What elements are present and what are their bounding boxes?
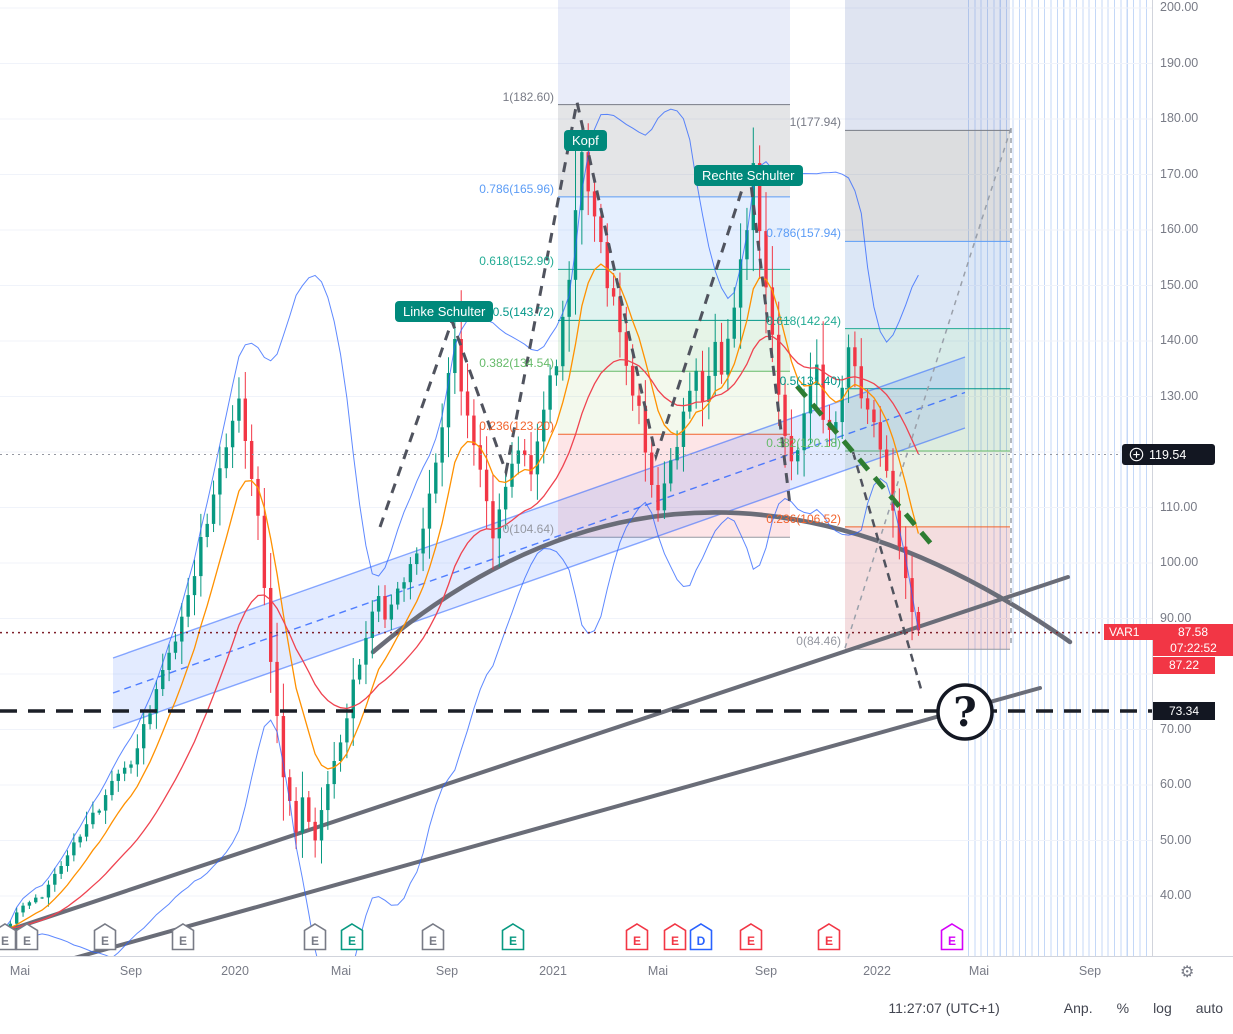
svg-text:E: E xyxy=(509,934,517,948)
time-tick-label: 2021 xyxy=(539,964,567,978)
time-tick-label: 2022 xyxy=(863,964,891,978)
svg-text:D: D xyxy=(697,934,706,948)
moving-averages xyxy=(3,263,920,930)
log-scale-toggle[interactable]: log xyxy=(1153,1000,1172,1016)
svg-text:E: E xyxy=(348,934,356,948)
svg-text:E: E xyxy=(948,934,956,948)
fib-level-label: 0.236(106.52) xyxy=(766,511,841,526)
price-tick-label: 150.00 xyxy=(1160,277,1199,292)
pattern-label-rechte-schulter[interactable]: Rechte Schulter xyxy=(694,165,803,186)
fib-level-label: 0.618(142.24) xyxy=(766,313,841,328)
fib-level-label: 0.786(165.96) xyxy=(479,181,554,196)
countdown-timer: 07:22:52 xyxy=(1153,640,1233,656)
price-tick-label: 90.00 xyxy=(1160,610,1192,625)
svg-text:?: ? xyxy=(953,689,976,736)
svg-text:E: E xyxy=(429,934,437,948)
time-axis[interactable]: Mai Sep 2020 Mai Sep 2021 Mai Sep 2022 Mai Sep ⚙ xyxy=(0,956,1233,987)
svg-text:E: E xyxy=(179,934,187,948)
svg-text:E: E xyxy=(747,934,755,948)
indicator-price-badge: VAR1 87.58 07:22:52 87.22 xyxy=(1104,624,1233,674)
price-tick-label: 60.00 xyxy=(1160,777,1192,791)
add-alert-plus-icon[interactable] xyxy=(1129,447,1144,462)
time-tick-label: Mai xyxy=(9,964,31,978)
trend-lines[interactable] xyxy=(0,510,1073,956)
price-tick-label: 170.00 xyxy=(1160,166,1199,181)
settings-gear-icon[interactable]: ⚙ xyxy=(1180,964,1195,981)
time-tick-label: Sep xyxy=(754,964,778,978)
fib-level-label: 0.5(131.40) xyxy=(779,373,841,388)
price-chart-svg: ?E E E E E E E E E E D E E E xyxy=(0,0,1152,956)
crosshair-price-badge: 119.54 xyxy=(1122,444,1215,465)
svg-text:E: E xyxy=(311,934,319,948)
adjust-toggle[interactable]: Anp. xyxy=(1063,1000,1093,1016)
time-tick-label: Mai xyxy=(330,964,352,978)
chart-canvas[interactable]: ? E E E E E E E E E E D E E E 1(182.60) 0.786(165.96) 0.… xyxy=(0,0,1152,956)
price-tick-label: 40.00 xyxy=(1160,888,1192,902)
auto-scale-toggle[interactable]: auto xyxy=(1195,1000,1223,1016)
svg-text:E: E xyxy=(825,934,833,948)
pattern-label-linke-schulter[interactable]: Linke Schulter xyxy=(395,301,494,322)
price-tick-label: 180.00 xyxy=(1160,111,1199,125)
time-tick-label: 2020 xyxy=(221,964,249,978)
price-tick-label: 50.00 xyxy=(1160,832,1192,847)
price-tick-label: 110.00 xyxy=(1160,499,1198,514)
price-level-badge: 73.34 xyxy=(1153,702,1215,720)
fib-level-label: 0(104.64) xyxy=(502,522,554,537)
svg-text:E: E xyxy=(1,934,9,948)
percent-scale-toggle[interactable]: % xyxy=(1116,1000,1130,1016)
price-tick-label: 100.00 xyxy=(1160,555,1199,569)
indicator-name: VAR1 xyxy=(1109,625,1140,639)
price-tick-label: 130.00 xyxy=(1160,388,1199,403)
candles xyxy=(2,123,921,934)
time-tick-label: Mai xyxy=(968,964,990,978)
pattern-label-kopf[interactable]: Kopf xyxy=(564,130,607,151)
time-tick-label: Sep xyxy=(435,964,459,978)
clock: 11:27:07 (UTC+1) xyxy=(888,1000,1000,1016)
question-mark-annotation[interactable]: ? xyxy=(936,683,994,741)
svg-text:E: E xyxy=(23,934,31,948)
price-tick-label: 140.00 xyxy=(1160,333,1199,347)
fib-level-label: 0.786(157.94) xyxy=(766,226,841,241)
indicator-value: 87.58 xyxy=(1177,625,1208,639)
fib-left[interactable] xyxy=(558,0,790,538)
fib-level-label: 0.382(134.54) xyxy=(479,356,554,371)
price-tick-label: 200.00 xyxy=(1160,0,1199,14)
price-tick-label: 70.00 xyxy=(1160,721,1192,736)
fib-right[interactable] xyxy=(845,0,1010,650)
crosshair-price-value: 119.54 xyxy=(1149,447,1187,462)
volatility-bands xyxy=(3,108,919,956)
status-bar: 11:27:07 (UTC+1) Anp. % log auto xyxy=(0,987,1233,1034)
fib-level-label: 0.236(123.20) xyxy=(479,419,554,434)
fib-level-label: 0.618(152.90) xyxy=(479,254,554,269)
fib-level-label: 1(177.94) xyxy=(789,115,841,130)
svg-text:E: E xyxy=(101,934,109,948)
time-tick-label: Mai xyxy=(647,964,669,978)
price-axis[interactable]: 200.00 190.00 180.00 170.00 160.00 150.00 140.… xyxy=(1104,0,1233,956)
svg-text:E: E xyxy=(633,934,641,948)
price-tick-label: 160.00 xyxy=(1160,222,1199,236)
fib-level-label: 1(182.60) xyxy=(502,89,554,104)
time-tick-label: Sep xyxy=(119,964,143,978)
trend-channel[interactable] xyxy=(112,356,966,729)
fib-level-label: 0(84.46) xyxy=(796,634,841,649)
price-tick-label: 190.00 xyxy=(1160,55,1199,70)
last-price-badge: 87.22 xyxy=(1153,657,1215,674)
fib-level-label: 0.382(120.18) xyxy=(766,436,841,450)
fib-level-label: 0.5(143.72) xyxy=(492,305,554,320)
svg-text:E: E xyxy=(671,934,679,948)
future-projection-stripes xyxy=(968,0,1152,956)
time-tick-label: Sep xyxy=(1078,964,1102,978)
